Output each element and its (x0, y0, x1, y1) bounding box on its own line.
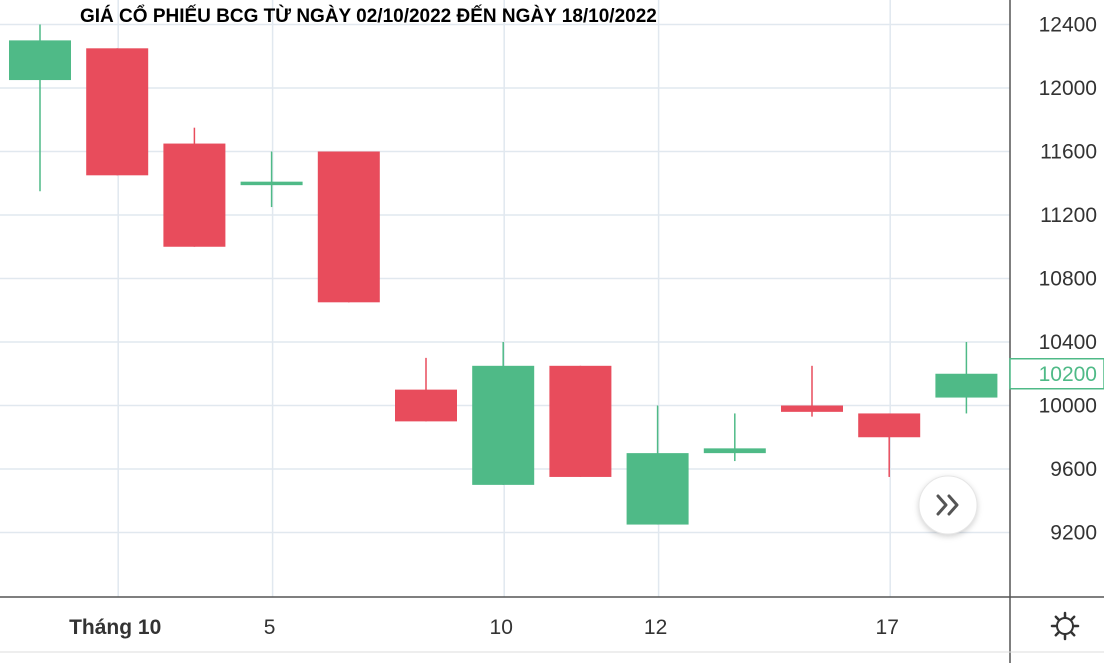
y-tick-label: 10000 (1039, 395, 1097, 418)
y-tick-label: 12000 (1039, 77, 1097, 100)
candle-body (240, 181, 303, 186)
settings-button[interactable] (1040, 606, 1090, 646)
candle-body (549, 365, 612, 477)
y-tick-label: 10400 (1039, 331, 1097, 354)
candle-body (935, 373, 998, 398)
y-tick-label: 11600 (1040, 141, 1097, 164)
y-tick-labels: 12400 12000 11600 11200 10800 10400 10000 9600 9… (1039, 14, 1097, 545)
y-tick-label: 10800 (1039, 268, 1097, 291)
candle[interactable] (781, 365, 843, 417)
candle-body (703, 448, 766, 454)
y-tick-label: 9600 (1050, 458, 1097, 481)
candle-body (395, 389, 457, 422)
candle[interactable] (163, 127, 226, 247)
chart-title: GIÁ CỔ PHIẾU BCG TỪ NGÀY 02/10/2022 ĐẾN … (80, 5, 657, 27)
current-price-label: 10200 (1039, 363, 1097, 386)
x-tick-label: 17 (876, 616, 899, 639)
x-tick-label: 5 (264, 616, 276, 639)
candles (9, 24, 998, 525)
current-price-box (1009, 358, 1104, 390)
candle[interactable] (626, 405, 689, 525)
candle[interactable] (317, 151, 380, 303)
candle-body (626, 453, 689, 525)
candle-body (86, 48, 149, 176)
scroll-to-latest-button[interactable] (918, 475, 978, 535)
candle[interactable] (86, 48, 149, 176)
candle-body (472, 365, 535, 485)
candle[interactable] (549, 365, 612, 477)
current-price-marker: 10200 (1009, 358, 1104, 390)
double-chevron-right-icon (936, 494, 959, 516)
candle[interactable] (703, 413, 766, 462)
candle[interactable] (395, 357, 457, 422)
candle[interactable] (935, 342, 998, 414)
y-tick-label: 9200 (1050, 522, 1097, 545)
candle[interactable] (9, 24, 71, 192)
candle-body (858, 413, 921, 438)
candle[interactable] (240, 151, 303, 208)
candle-body (317, 151, 380, 303)
candle[interactable] (858, 413, 921, 477)
candle-body (781, 405, 843, 412)
y-tick-label: 12400 (1039, 14, 1097, 37)
gear-icon (1050, 611, 1080, 641)
candle[interactable] (472, 342, 535, 485)
x-tick-label: 10 (490, 616, 513, 639)
x-tick-label: Tháng 10 (69, 616, 161, 639)
x-tick-label: 12 (644, 616, 667, 639)
y-tick-label: 11200 (1040, 204, 1097, 227)
candle-body (9, 40, 71, 81)
grid (0, 0, 1010, 597)
candle-body (163, 143, 226, 247)
x-tick-labels: Tháng 10 5 10 12 17 (69, 616, 899, 639)
